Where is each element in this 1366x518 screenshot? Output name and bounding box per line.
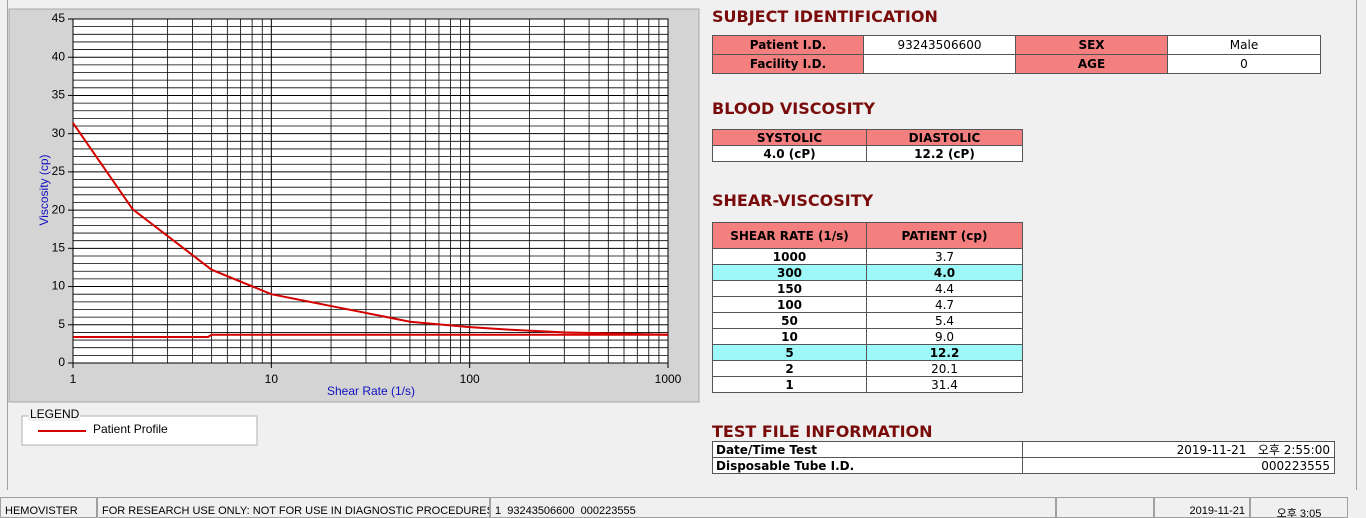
x-tick-label: 100 <box>460 372 480 386</box>
table-cell: 4.0 <box>866 264 1023 281</box>
table-cell: 1000 <box>712 248 867 265</box>
table-cell: 50 <box>712 312 867 329</box>
status-panel: 2019-11-21 <box>1154 497 1250 518</box>
section-title: BLOOD VISCOSITY <box>712 99 876 118</box>
table-header: SHEAR RATE (1/s) <box>712 222 867 249</box>
table-cell: 5.4 <box>866 312 1023 329</box>
table-header: DIASTOLIC <box>866 129 1023 146</box>
y-tick-label: 20 <box>52 202 66 216</box>
field-label: SEX <box>1015 35 1168 55</box>
field-value: Male <box>1167 35 1321 55</box>
table-cell: 4.7 <box>866 296 1023 313</box>
table-cell: 9.0 <box>866 328 1023 345</box>
status-panel: HEMOVISTER <box>0 497 97 518</box>
field-value <box>863 54 1016 74</box>
x-tick-label: 1000 <box>655 372 682 386</box>
plot-area <box>73 19 668 363</box>
table-cell: 31.4 <box>866 376 1023 393</box>
section-title: SHEAR-VISCOSITY <box>712 191 874 210</box>
x-tick-label: 10 <box>265 372 279 386</box>
table-header: SYSTOLIC <box>712 129 867 146</box>
legend-label: Patient Profile <box>93 422 168 436</box>
table-cell: 4.0 (cP) <box>712 145 867 162</box>
y-tick-label: 10 <box>52 279 66 293</box>
y-tick-label: 5 <box>58 317 65 331</box>
left-border <box>7 0 8 490</box>
right-border <box>1356 0 1357 490</box>
field-label: Patient I.D. <box>712 35 864 55</box>
data-line <box>73 333 668 338</box>
table-cell: 150 <box>712 280 867 297</box>
field-label: Facility I.D. <box>712 54 864 74</box>
table-cell: 10 <box>712 328 867 345</box>
section-title: TEST FILE INFORMATION <box>712 422 933 441</box>
table-cell: 1 <box>712 376 867 393</box>
x-axis-label: Shear Rate (1/s) <box>327 384 415 398</box>
section-title: SUBJECT IDENTIFICATION <box>712 7 938 26</box>
status-panel: 1 93243506600 000223555 <box>490 497 1056 518</box>
y-tick-label: 35 <box>52 88 66 102</box>
y-tick-label: 30 <box>52 126 66 140</box>
legend-title-bg <box>28 409 80 421</box>
table-cell: 100 <box>712 296 867 313</box>
table-header: PATIENT (cp) <box>866 222 1023 249</box>
status-panel: 오후 3:05 <box>1250 497 1348 518</box>
info-label: Date/Time Test <box>712 441 1023 458</box>
table-cell: 12.2 <box>866 344 1023 361</box>
y-tick-label: 15 <box>52 241 66 255</box>
table-cell: 300 <box>712 264 867 281</box>
y-tick-label: 0 <box>58 355 65 369</box>
field-label: AGE <box>1015 54 1168 74</box>
table-cell: 3.7 <box>866 248 1023 265</box>
chart: Viscosity (cp) Shear Rate (1/s) LEGEND 0… <box>8 8 700 446</box>
table-cell: 12.2 (cP) <box>866 145 1023 162</box>
table-cell: 4.4 <box>866 280 1023 297</box>
legend-title: LEGEND <box>30 407 80 421</box>
plot-frame <box>72 18 669 364</box>
info-value: 2019-11-21 오후 2:55:00 <box>1022 441 1335 458</box>
x-tick-label: 1 <box>70 372 77 386</box>
y-tick-label: 45 <box>52 11 66 25</box>
y-axis-label: Viscosity (cp) <box>37 154 51 225</box>
info-value: 000223555 <box>1022 457 1335 474</box>
field-value: 93243506600 <box>863 35 1016 55</box>
y-tick-label: 25 <box>52 164 66 178</box>
y-tick-label: 40 <box>52 49 66 63</box>
status-panel: FOR RESEARCH USE ONLY: NOT FOR USE IN DI… <box>97 497 490 518</box>
field-value: 0 <box>1167 54 1321 74</box>
table-cell: 5 <box>712 344 867 361</box>
status-panel <box>1056 497 1154 518</box>
table-cell: 20.1 <box>866 360 1023 377</box>
table-cell: 2 <box>712 360 867 377</box>
data-line <box>72 122 669 336</box>
info-label: Disposable Tube I.D. <box>712 457 1023 474</box>
